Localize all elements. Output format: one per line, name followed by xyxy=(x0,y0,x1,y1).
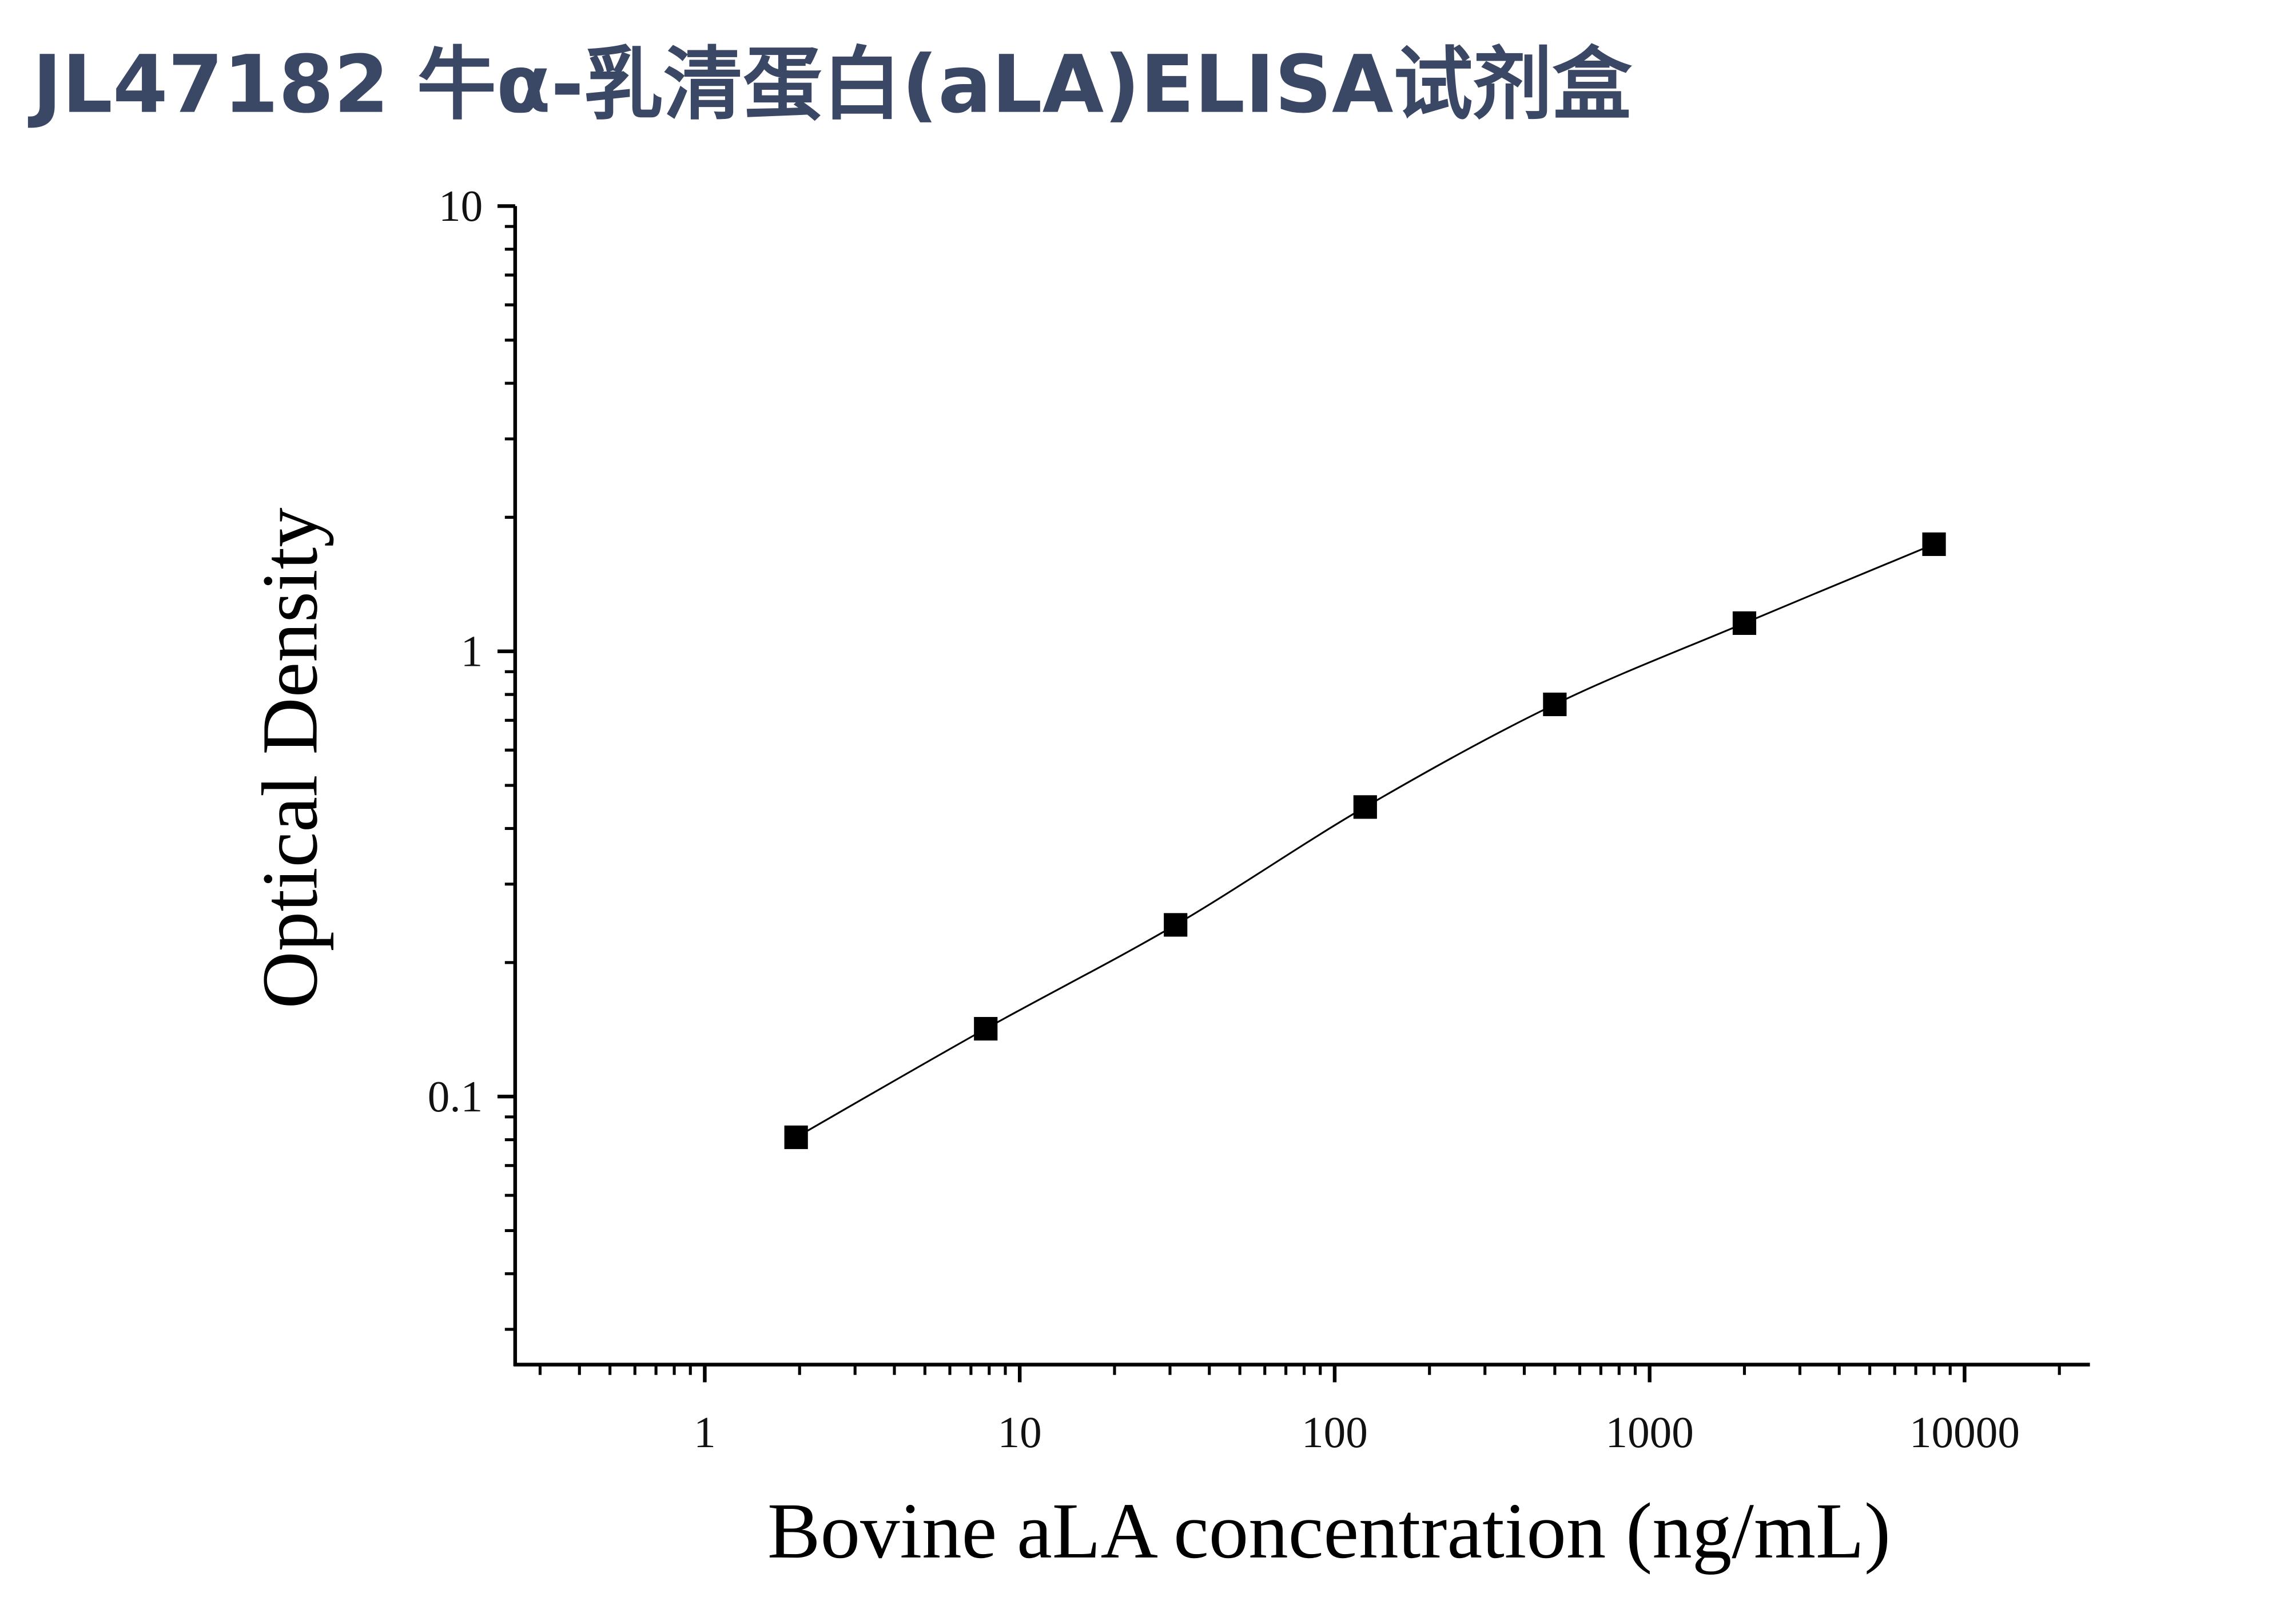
y-tick-label: 10 xyxy=(439,181,483,231)
x-axis-label: Bovine aLA concentration (ng/mL) xyxy=(767,1487,1891,1575)
data-point xyxy=(1543,692,1567,717)
fit-curve xyxy=(795,543,1935,1138)
y-tick-label: 0.1 xyxy=(428,1072,483,1121)
x-tick-label: 1000 xyxy=(1606,1408,1694,1457)
data-point xyxy=(974,1016,998,1041)
chart-title: JL47182 牛α-乳清蛋白(aLA)ELISA试剂盒 xyxy=(28,38,1633,131)
data-point xyxy=(1922,532,1946,557)
data-point xyxy=(784,1125,808,1149)
y-tick-label: 1 xyxy=(461,626,483,676)
data-point xyxy=(1353,795,1377,819)
y-axis-label: Optical Density xyxy=(246,507,334,1008)
data-point xyxy=(1164,913,1188,937)
x-tick-label: 100 xyxy=(1302,1408,1368,1457)
x-tick-label: 1 xyxy=(694,1408,716,1457)
data-point xyxy=(1732,611,1757,635)
x-tick-label: 10000 xyxy=(1909,1408,2020,1457)
x-tick-label: 10 xyxy=(998,1408,1042,1457)
